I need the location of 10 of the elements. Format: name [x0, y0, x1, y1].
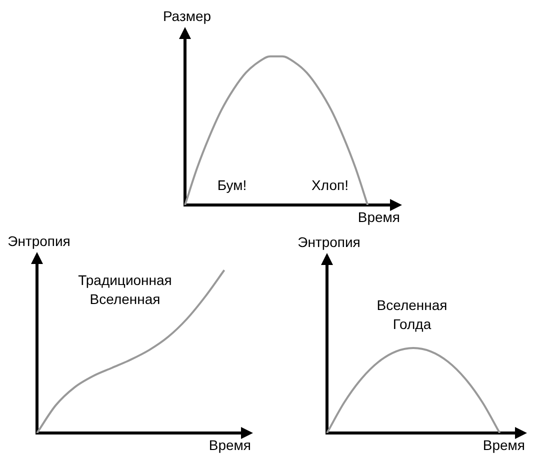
y-axis-title: Размер: [162, 8, 212, 24]
annotation: Бум!: [217, 177, 247, 193]
x-axis-title: Время: [208, 437, 251, 453]
annotation: Хлоп!: [312, 177, 348, 193]
x-axis-title: Время: [482, 437, 525, 453]
annotation: Традиционная Вселенная: [78, 272, 172, 307]
text: Вселенная Голда: [376, 297, 448, 332]
y-axis-title: Энтропия: [298, 234, 360, 250]
x-axis-title: Время: [358, 209, 400, 225]
y-axis-title: Энтропия: [8, 233, 70, 249]
